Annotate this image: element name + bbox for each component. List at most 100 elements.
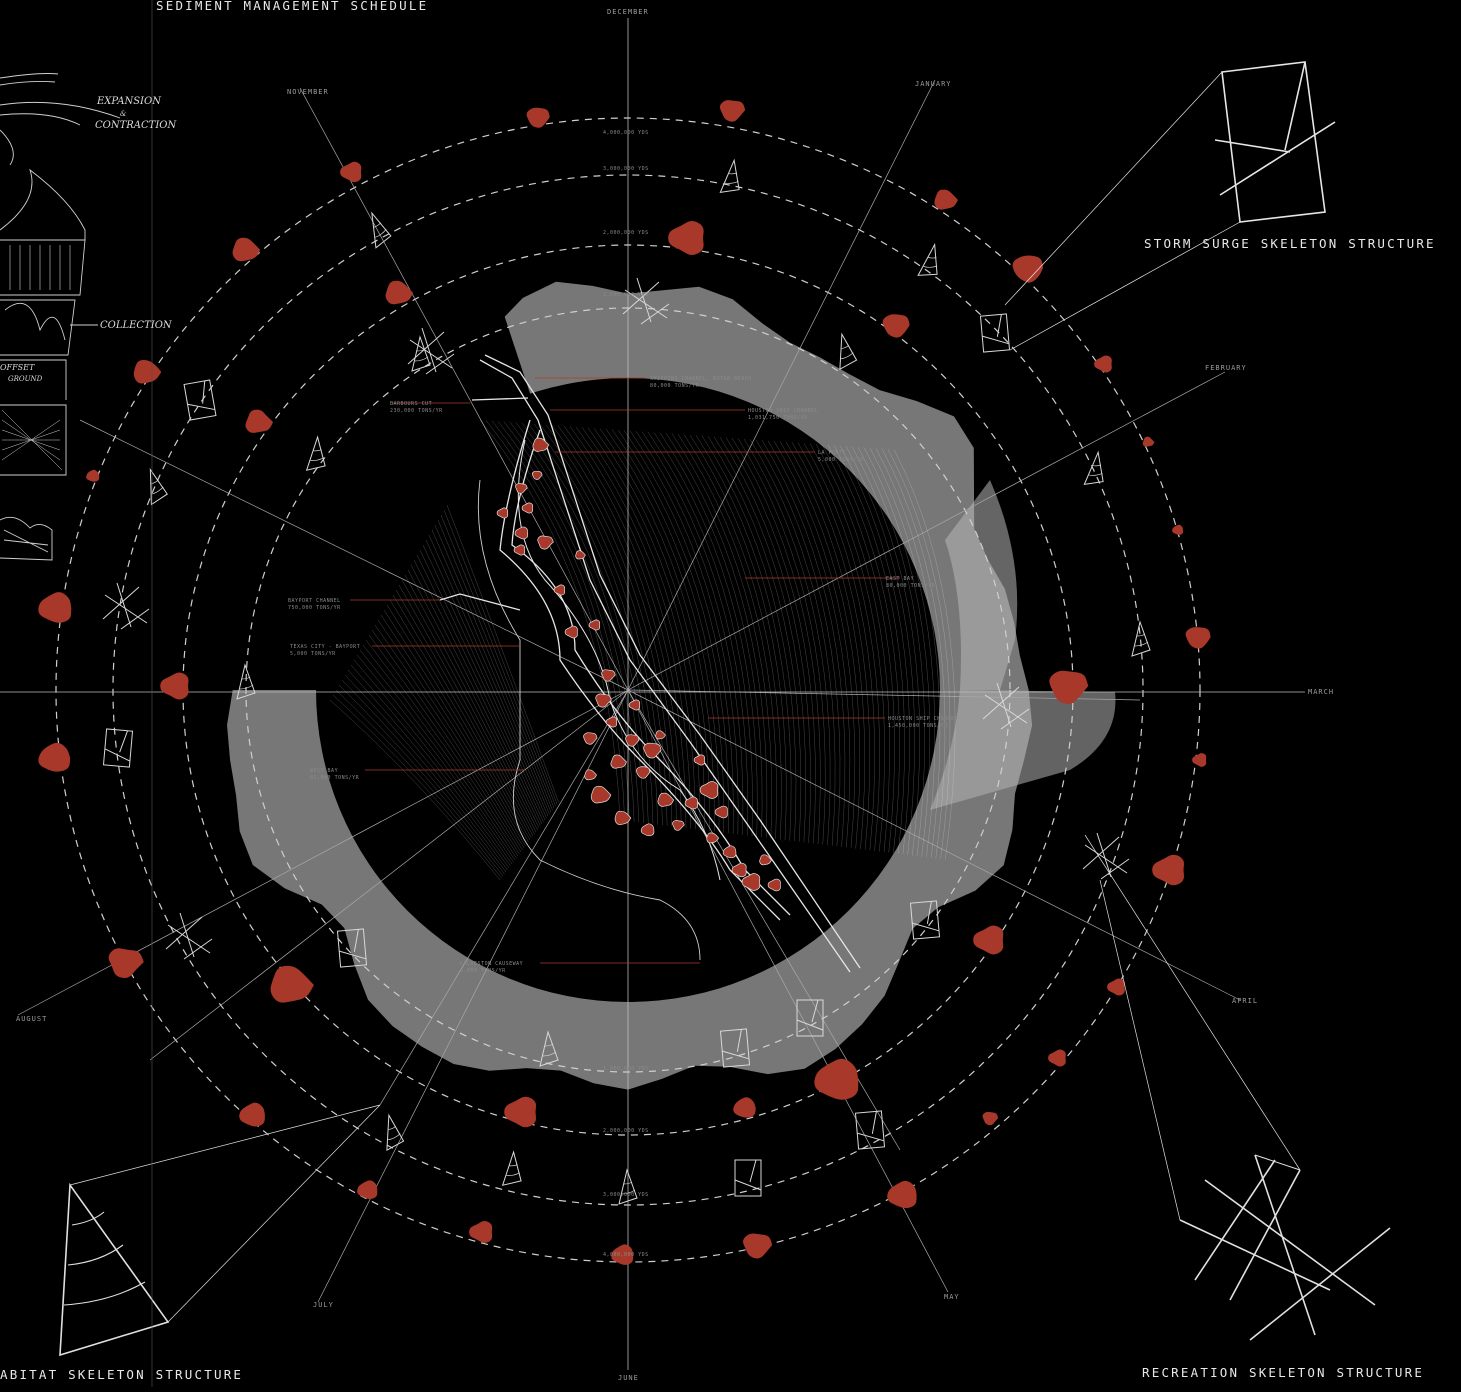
month-march: MARCH [1308, 688, 1334, 696]
rec-leader-2 [1099, 879, 1181, 1221]
bay-deposit-blob [537, 535, 554, 550]
habitat-cone-glyph [386, 1113, 405, 1152]
spoke-line [79, 419, 629, 691]
contour-line [440, 514, 556, 807]
habitat-cone-glyph [1083, 450, 1104, 485]
contour-line [380, 614, 526, 847]
habitat-cone [59, 1182, 170, 1357]
contour-line [338, 684, 505, 875]
annotation-value: 230,000 TONS/YR [390, 408, 443, 414]
contour-line [485, 420, 625, 821]
annotation-name: SHIPPING CHANNEL, BOTAN BEACH [650, 376, 752, 382]
bay-deposit-blob [588, 619, 601, 631]
contour-line [368, 634, 520, 855]
ring-label-2-bottom: 2,000,000 YDS [603, 1128, 649, 1134]
bay-deposit-blob [605, 716, 618, 728]
contour-line [404, 574, 538, 831]
bay-deposit-blob [575, 550, 586, 560]
habitat-cone-glyph [917, 242, 938, 276]
contour-line [419, 549, 546, 821]
note-expansion: EXPANSION [96, 96, 162, 107]
orbit-deposit-blob [1012, 255, 1043, 283]
spoke-line [627, 79, 936, 691]
bay-deposit-blob [640, 823, 655, 837]
bathymetry-contours [329, 419, 956, 881]
month-december: DECEMBER [607, 8, 649, 16]
contour-line [416, 554, 544, 823]
ring-label-3: 3,000,000 YDS [603, 166, 649, 172]
contour-line [833, 445, 905, 854]
contour-line [773, 440, 856, 849]
orbit-deposit-blob [108, 948, 144, 979]
orbit-deposit-blob [1048, 1049, 1066, 1067]
contour-line [344, 674, 508, 871]
contour-line [635, 430, 744, 835]
annotation-value: 1,450,000 TONS/YR [888, 723, 948, 729]
storm-box-glyph [909, 900, 941, 940]
contour-line [755, 439, 841, 847]
contour-line [725, 437, 816, 844]
contour-line [398, 584, 535, 835]
bay-deposit-blob [628, 699, 641, 711]
storm-box-glyph [979, 313, 1011, 353]
rec-leader-1 [1084, 834, 1301, 1171]
orbit-deposit-blob [133, 360, 162, 384]
contour-line [497, 421, 635, 822]
contour-line [365, 639, 519, 857]
storm-brace-1 [1284, 61, 1306, 151]
storm-frame [1221, 61, 1326, 223]
contour-line [707, 436, 802, 842]
note-collection: COLLECTION [100, 320, 173, 331]
orbit-deposit-blob [1049, 670, 1089, 704]
contour-line [641, 431, 748, 836]
contour-line [731, 437, 821, 845]
contour-line [863, 447, 930, 857]
recreation-star-glyph [165, 912, 213, 960]
habitat-cone-glyph [618, 1168, 638, 1205]
contour-line [845, 446, 915, 855]
title-storm-surge: STORM SURGE SKELETON STRUCTURE [1144, 236, 1436, 251]
month-august: AUGUST [16, 1015, 47, 1023]
orbit-deposit-blob [882, 314, 910, 338]
annotation-value: 80,000 TONS/YR [650, 383, 700, 389]
sketch-column [0, 239, 86, 296]
ship-channel-line-b [479, 359, 851, 973]
orbit-deposit-blob [1152, 854, 1185, 886]
contour-line [437, 519, 555, 809]
bay-deposit-blob [496, 507, 509, 519]
spoke-line [299, 87, 629, 691]
annotation-value: 85,000 TONS/YR [310, 775, 360, 781]
contour-line [695, 435, 792, 841]
contour-line [401, 579, 537, 833]
orbit-deposit-blob [1185, 627, 1211, 649]
spoke-line [149, 689, 629, 1061]
habitat-cone-glyph [501, 1150, 522, 1186]
contour-line [737, 438, 826, 845]
ring-label-1-bottom: 1,000,000 YDS [603, 1066, 649, 1072]
orbit-deposit-blob [1107, 978, 1125, 996]
contour-line [389, 599, 531, 841]
title-recreation: RECREATION SKELETON STRUCTURE [1142, 1365, 1424, 1380]
orbit-deposit-blob [232, 237, 261, 262]
contour-line [623, 430, 734, 834]
spoke-line [317, 689, 629, 1303]
contour-line [827, 444, 900, 854]
orbit-deposit-blob [1094, 355, 1112, 373]
contour-line [689, 434, 787, 841]
contour-line [545, 424, 673, 827]
contour-line [671, 433, 773, 839]
bay-deposit-blob [513, 544, 526, 556]
annotation-value: 750,000 TONS/YR [288, 605, 341, 611]
storm-box-glyph [183, 379, 217, 421]
sketch-box-hatch [1, 409, 63, 471]
contour-line [779, 441, 861, 849]
bay-deposit-blob [699, 781, 719, 799]
orbit-deposit-blob [526, 107, 550, 128]
ring-label-3-bottom: 3,000,000 YDS [603, 1192, 649, 1198]
contour-line [767, 440, 851, 848]
annotation-name: BARBOURS CUT [390, 401, 432, 407]
bay-deposit-blob [657, 792, 675, 807]
habitat-leader-2 [69, 1104, 381, 1186]
habitat-leader-1 [167, 1104, 381, 1323]
bay-deposit-blob [625, 734, 640, 747]
